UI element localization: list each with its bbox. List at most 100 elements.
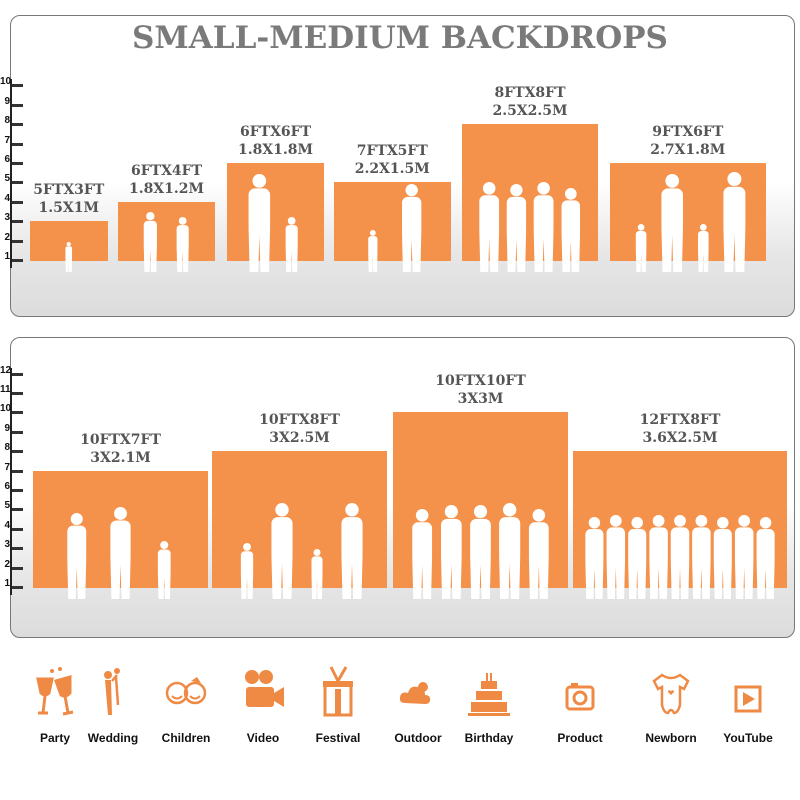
person-silhouette-icon	[110, 507, 131, 599]
scale-tick-label: 11	[0, 384, 11, 395]
use-case-wedding: Wedding	[73, 665, 153, 745]
size-meters: 3X2.1M	[90, 449, 151, 466]
use-case-outdoor: Outdoor	[378, 665, 458, 745]
size-meters: 3X3M	[457, 391, 504, 408]
people-silhouettes	[65, 242, 73, 272]
person-silhouette-icon	[285, 217, 298, 272]
children-faces-icon	[165, 677, 207, 705]
backdrop-label: 12FTX8FT 3.6X2.5M	[563, 411, 797, 447]
size-meters: 1.5X1M	[38, 200, 99, 217]
backdrop-label: 10FTX8FT 3X2.5M	[202, 411, 397, 447]
scale-tick	[12, 586, 23, 589]
size-feet: 10FTX7FT	[80, 431, 161, 448]
size-feet: 5FTX3FT	[33, 182, 105, 199]
scale-tick-label: 3	[4, 212, 10, 224]
person-silhouette-icon	[311, 549, 323, 599]
scale-axis	[10, 79, 12, 268]
scale-tick	[12, 527, 23, 531]
scale-tick	[12, 200, 23, 204]
size-feet: 6FTX4FT	[130, 162, 203, 179]
baby-onesie-icon	[652, 673, 690, 715]
person-silhouette-icon	[649, 515, 668, 599]
use-case-label: Newborn	[645, 731, 697, 745]
person-silhouette-icon	[670, 515, 690, 599]
backdrop-size-6ftx4ft	[118, 201, 215, 261]
size-feet: 7FTX5FT	[356, 143, 428, 160]
scale-tick	[12, 181, 23, 185]
scale-tick-label: 7	[4, 134, 10, 146]
use-case-youtube: YouTube	[708, 665, 788, 745]
person-silhouette-icon	[692, 515, 711, 599]
person-silhouette-icon	[561, 188, 581, 272]
scale-tick-label: 4	[4, 519, 10, 531]
person-silhouette-icon	[661, 174, 683, 272]
scale-tick	[12, 508, 23, 512]
scale-tick	[12, 489, 23, 492]
champagne-glasses-icon	[36, 667, 74, 716]
scale-tick-label: 6	[4, 154, 10, 165]
backdrop-label: 10FTX10FT 3X3M	[383, 372, 578, 408]
size-feet: 10FTX10FT	[435, 373, 526, 390]
use-case-product: Product	[540, 665, 620, 745]
size-feet: 8FTX8FT	[494, 85, 566, 102]
scale-tick-label: 12	[0, 364, 12, 376]
scale-tick	[12, 239, 23, 243]
scale-tick	[12, 430, 23, 434]
scale-tick	[12, 84, 23, 88]
person-silhouette-icon	[628, 517, 647, 599]
use-case-label: Party	[39, 731, 71, 745]
use-case-label: YouTube	[723, 731, 773, 745]
person-silhouette-icon	[635, 224, 647, 272]
people-silhouettes	[479, 182, 581, 272]
person-silhouette-icon	[606, 515, 626, 599]
scale-tick	[12, 372, 23, 376]
wedding-couple-icon	[104, 668, 120, 715]
person-silhouette-icon	[240, 543, 254, 599]
use-case-birthday: Birthday	[449, 665, 529, 745]
cloud-icon	[399, 682, 431, 704]
size-feet: 9FTX6FT	[652, 124, 724, 140]
scale-tick-label: 5	[4, 500, 10, 512]
use-case-newborn: Newborn	[631, 665, 711, 745]
scale-tick	[12, 220, 23, 224]
use-case-children: Children	[146, 665, 226, 745]
person-silhouette-icon	[723, 172, 746, 272]
use-case-label: Wedding	[87, 731, 139, 745]
size-meters: 3.6X2.5M	[642, 430, 718, 447]
scale-tick-label: 9	[4, 422, 10, 434]
scale-tick-label: 1	[4, 251, 10, 262]
people-silhouettes	[240, 503, 363, 599]
scale-tick-label: 5	[4, 173, 10, 185]
person-silhouette-icon	[528, 509, 549, 599]
camera-icon	[565, 683, 595, 711]
people-silhouettes	[635, 172, 746, 272]
backdrop-label: 8FTX8FT 2.5X2.5M	[452, 84, 608, 120]
use-cases-row: Party Wedding Children Video Festival Outdoor…	[0, 665, 800, 765]
scale-tick	[12, 392, 23, 395]
use-case-party: Party	[15, 665, 95, 745]
scale-tick-label: 8	[4, 115, 10, 127]
scale-tick-label: 8	[4, 442, 10, 454]
scale-tick-label: 9	[4, 95, 10, 107]
use-case-video: Video	[223, 665, 303, 745]
person-silhouette-icon	[533, 182, 554, 272]
scale-axis	[10, 367, 12, 595]
scale-tick	[12, 547, 23, 551]
people-silhouettes	[248, 174, 298, 272]
scale-tick	[12, 450, 23, 454]
people-silhouettes	[143, 212, 189, 272]
scale-tick	[12, 259, 23, 262]
use-case-label: Birthday	[464, 731, 514, 745]
scale-tick	[12, 566, 23, 570]
person-silhouette-icon	[176, 217, 189, 272]
backdrop-label: 5FTX3FT 1.5X1M	[20, 181, 118, 217]
size-feet: 12FTX8FT	[639, 412, 721, 429]
use-case-label: Children	[161, 731, 211, 745]
person-silhouette-icon	[506, 184, 527, 272]
person-silhouette-icon	[157, 541, 171, 599]
backdrop-label: 10FTX7FT 3X2.1M	[23, 431, 218, 467]
scale-tick-label: 6	[4, 481, 10, 492]
person-silhouette-icon	[412, 509, 433, 599]
person-silhouette-icon	[440, 505, 462, 599]
person-silhouette-icon	[479, 182, 500, 272]
